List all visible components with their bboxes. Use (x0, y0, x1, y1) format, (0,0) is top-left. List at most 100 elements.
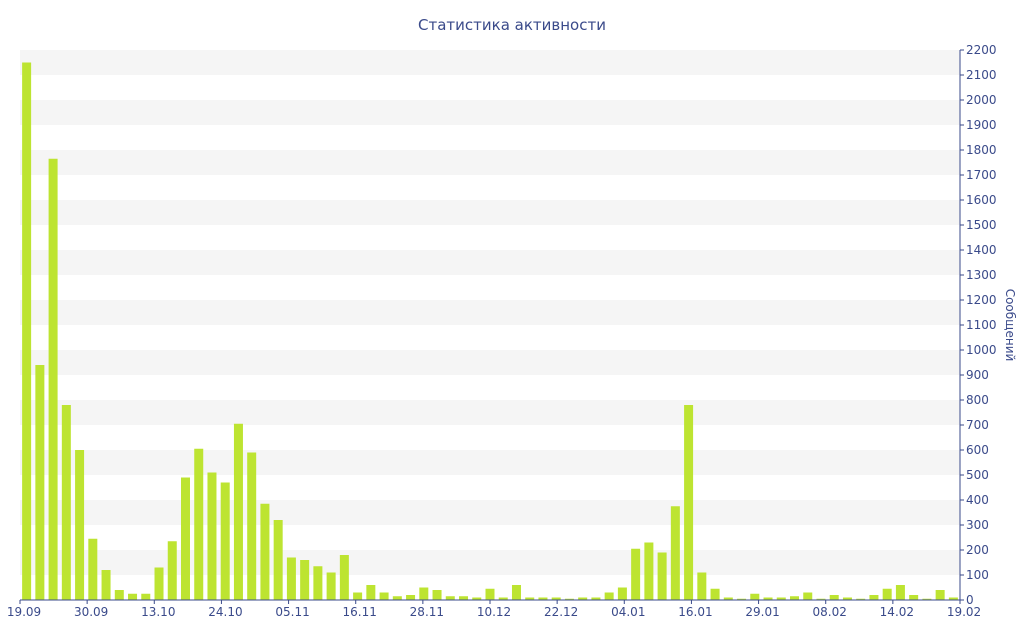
bar (604, 592, 614, 600)
bar (61, 405, 71, 600)
bar (631, 548, 641, 600)
y-tick-label: 700 (966, 418, 989, 432)
y-tick-label: 500 (966, 468, 989, 482)
grid-band (20, 200, 960, 225)
bar (220, 482, 230, 600)
bar (842, 597, 852, 600)
bar (445, 596, 455, 600)
bar (591, 597, 601, 600)
bar (922, 598, 932, 600)
y-tick-label: 800 (966, 393, 989, 407)
bar (194, 448, 204, 600)
grid-band (20, 300, 960, 325)
bar (485, 588, 495, 600)
bar (617, 587, 627, 600)
grid-band (20, 450, 960, 475)
bar (948, 597, 958, 600)
bar (684, 405, 694, 600)
y-tick-label: 1400 (966, 243, 997, 257)
bar (511, 585, 521, 600)
y-tick-label: 1300 (966, 268, 997, 282)
bar (697, 572, 707, 600)
bar (882, 588, 892, 600)
bar (564, 598, 574, 600)
x-tick-label: 30.09 (74, 605, 108, 619)
bar (326, 572, 336, 600)
y-tick-label: 2000 (966, 93, 997, 107)
grid-band (20, 400, 960, 425)
y-tick-label: 1200 (966, 293, 997, 307)
bar (406, 595, 416, 600)
bar (313, 566, 323, 600)
x-tick-label: 22.12 (544, 605, 578, 619)
x-tick-label: 14.02 (880, 605, 914, 619)
bar (829, 595, 839, 600)
bar (286, 557, 296, 600)
bar (432, 590, 442, 600)
y-tick-label: 2200 (966, 43, 997, 57)
y-tick-label: 200 (966, 543, 989, 557)
x-tick-label: 16.01 (678, 605, 712, 619)
bar (207, 472, 217, 600)
bar (776, 597, 786, 600)
bar (419, 587, 429, 600)
bar (551, 597, 561, 600)
bar (644, 542, 654, 600)
bar (88, 538, 98, 600)
x-tick-label: 13.10 (141, 605, 175, 619)
bar (128, 593, 138, 600)
y-tick-label: 300 (966, 518, 989, 532)
x-axis-ticks: 19.09 30.09 13.10 24.10 05.11 16.11 28.11 10.12… (7, 600, 981, 619)
bar (895, 585, 905, 600)
y-tick-label: 1600 (966, 193, 997, 207)
bar (35, 365, 45, 600)
bar (737, 598, 747, 600)
x-tick-label: 16.11 (343, 605, 377, 619)
bar (750, 593, 760, 600)
y-tick-label: 1500 (966, 218, 997, 232)
x-tick-label: 10.12 (477, 605, 511, 619)
y-tick-label: 1700 (966, 168, 997, 182)
x-tick-label: 19.02 (947, 605, 981, 619)
y-tick-label: 600 (966, 443, 989, 457)
grid-band (20, 100, 960, 125)
bar (300, 560, 310, 600)
grid-band (20, 50, 960, 75)
y-tick-label: 1100 (966, 318, 997, 332)
bar (75, 450, 85, 600)
bar (935, 590, 945, 600)
x-tick-label: 24.10 (208, 605, 242, 619)
grid-band (20, 150, 960, 175)
x-tick-label: 28.11 (410, 605, 444, 619)
bar (101, 570, 111, 600)
bar (790, 596, 800, 600)
grid-bands (20, 50, 960, 575)
y-axis-ticks: 0 100 200 300 400 500 600 700 800 900 1000 1100 1200… (960, 43, 997, 607)
bar (167, 541, 177, 600)
bar (472, 597, 482, 600)
bar (22, 62, 32, 600)
grid-band (20, 250, 960, 275)
bar (260, 503, 270, 600)
bar (339, 555, 349, 600)
bar (657, 552, 667, 600)
bar (233, 423, 243, 600)
bar (856, 598, 866, 600)
x-tick-label: 19.09 (7, 605, 41, 619)
y-tick-label: 1800 (966, 143, 997, 157)
y-axis-title: Сообщений (1003, 289, 1017, 362)
x-tick-label: 04.01 (611, 605, 645, 619)
x-tick-label: 08.02 (813, 605, 847, 619)
bar (869, 595, 879, 600)
bar (670, 506, 680, 600)
bar (909, 595, 919, 600)
bar (392, 596, 402, 600)
bar (48, 158, 58, 600)
bar (498, 597, 508, 600)
bar (154, 567, 164, 600)
bar (763, 597, 773, 600)
bar (710, 588, 720, 600)
bar (816, 598, 826, 600)
